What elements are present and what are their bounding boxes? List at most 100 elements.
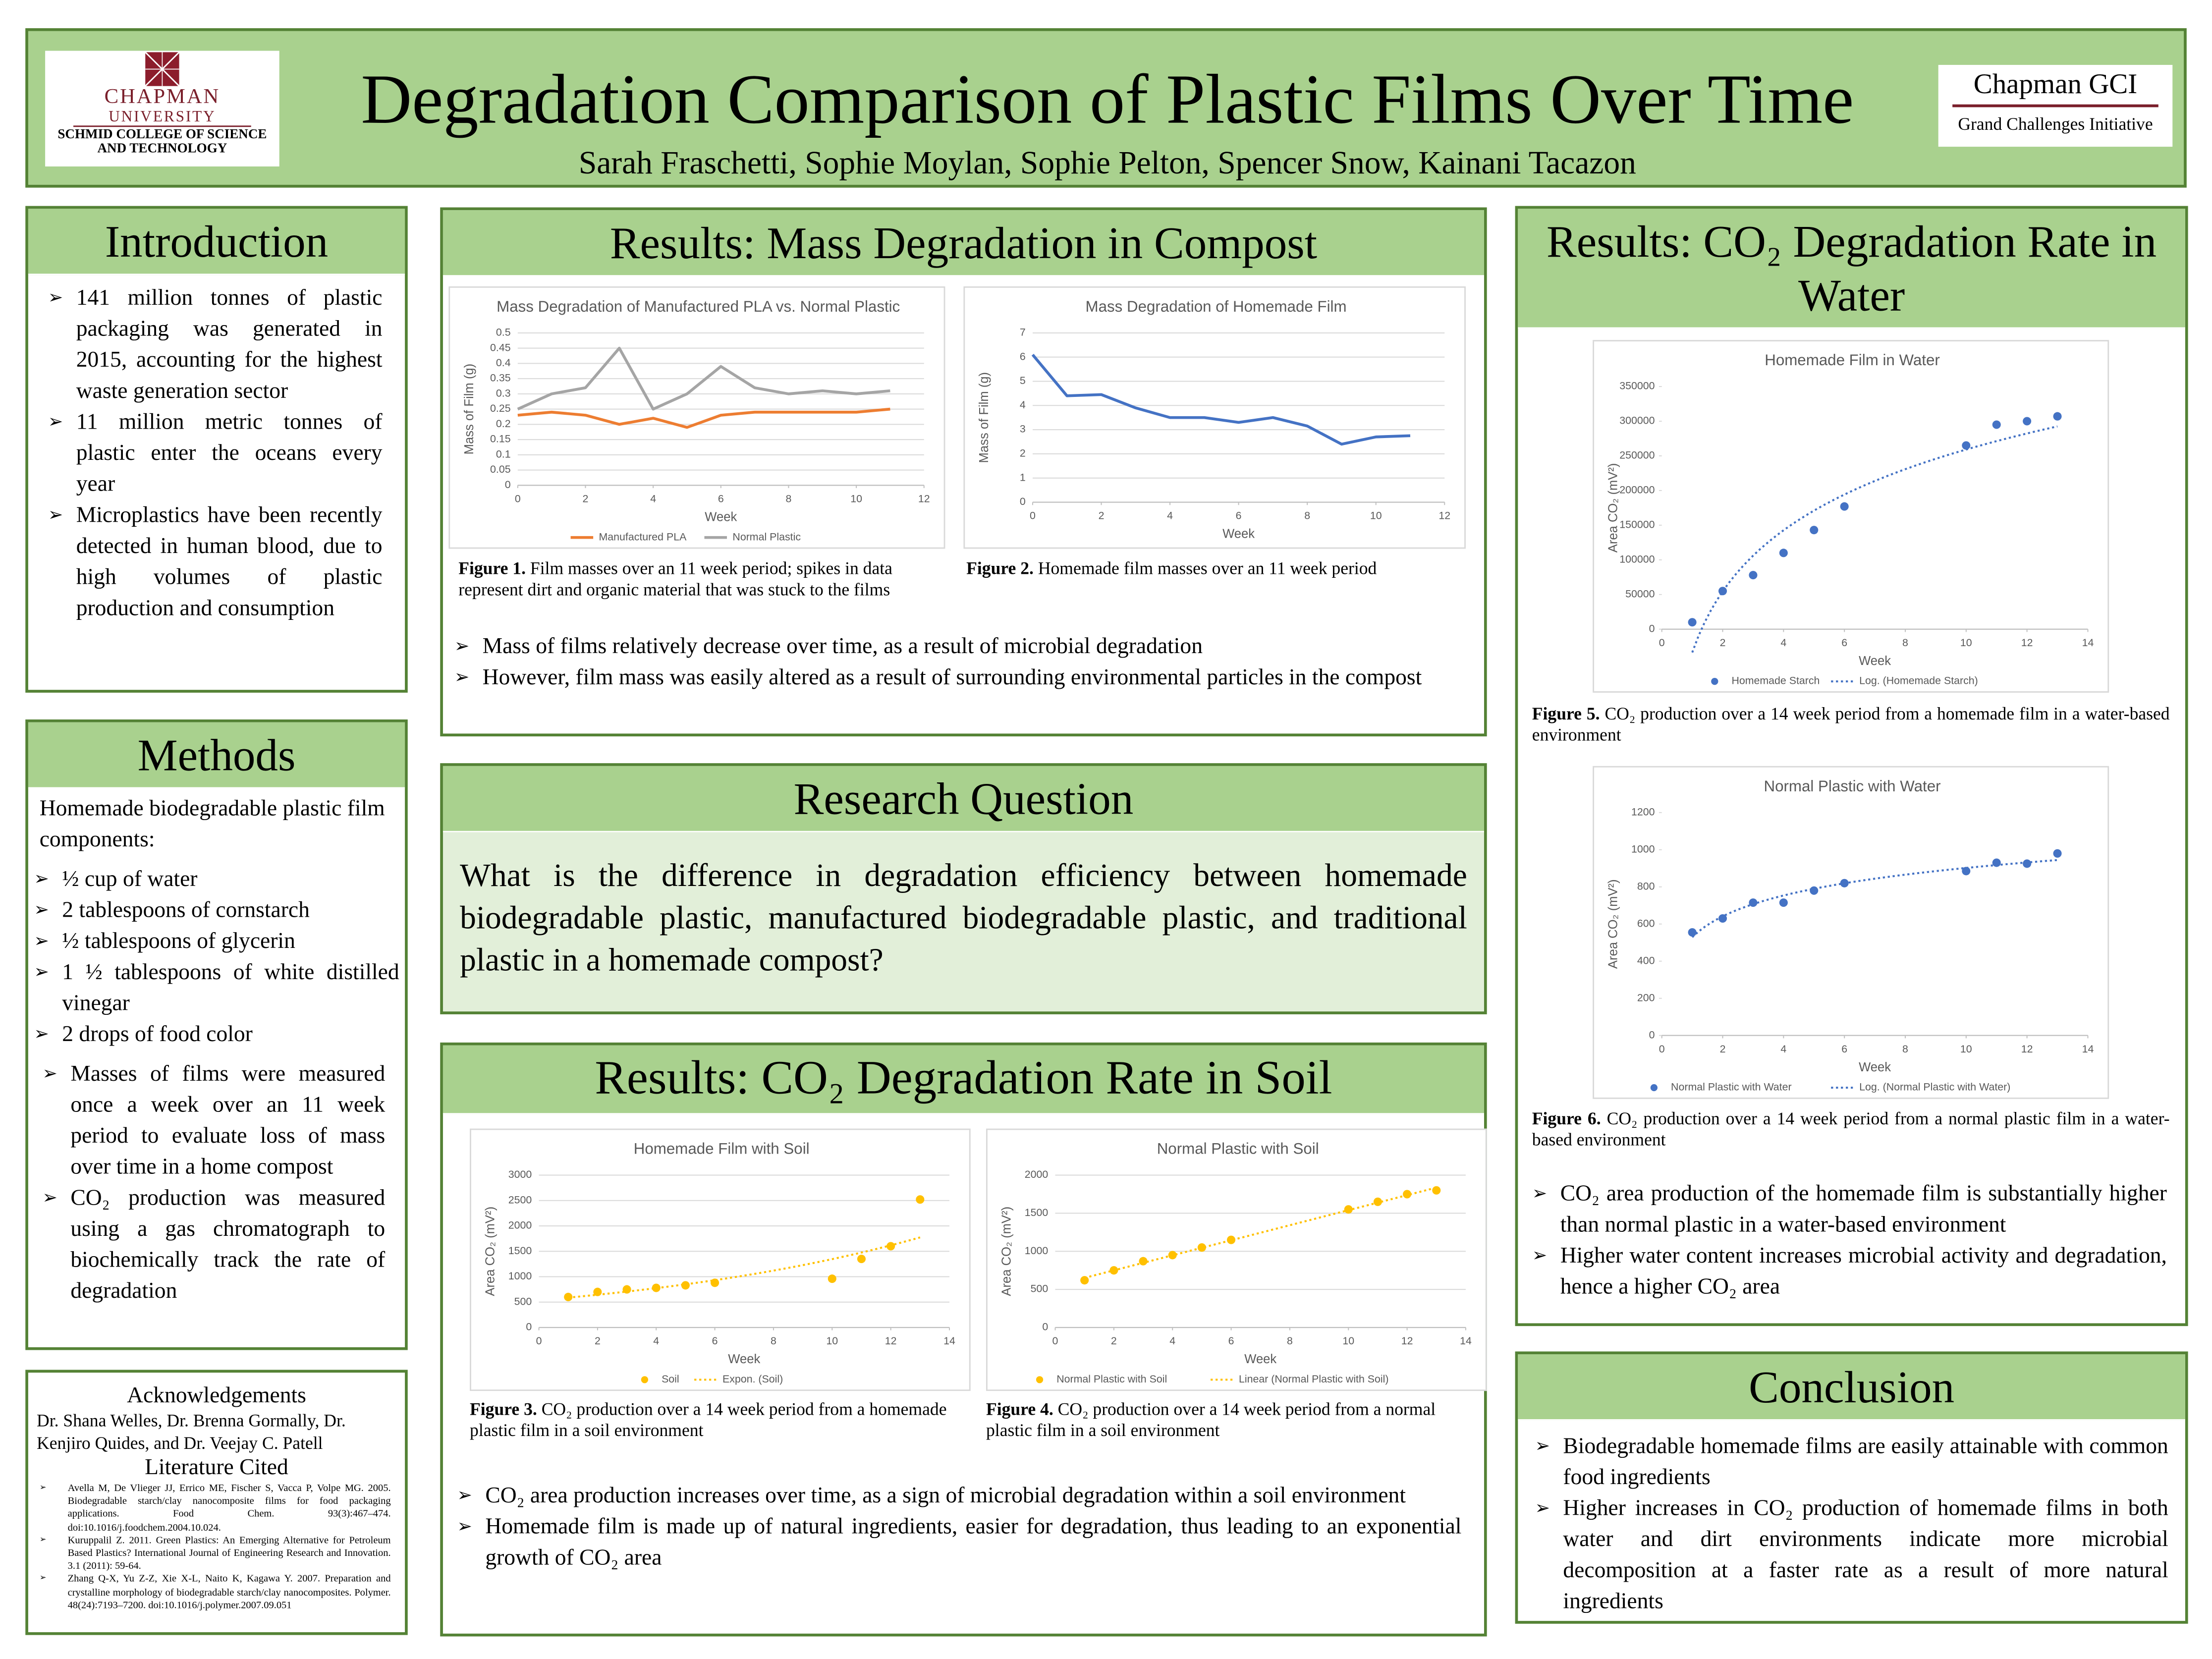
lit-title: Literature Cited xyxy=(145,1456,288,1480)
section-title: Research Question xyxy=(442,766,1484,832)
y-tick-label: 1500 xyxy=(1025,1207,1049,1218)
x-tick-label: 2 xyxy=(595,1335,601,1347)
point xyxy=(681,1281,690,1290)
bullet: 141 million tonnes of plastic packaging … xyxy=(45,283,383,408)
point xyxy=(1718,587,1727,596)
x-tick-label: 12 xyxy=(918,493,930,504)
trendline xyxy=(1691,425,2058,653)
line xyxy=(1031,353,1411,446)
chart: Mass Degradation of Manufactured PLA vs.… xyxy=(448,286,945,549)
caption-label: Figure 2. xyxy=(966,558,1034,579)
x-tick-label: 0 xyxy=(515,493,521,504)
ack-title: Acknowledgements xyxy=(127,1383,306,1408)
x-tick-label: 8 xyxy=(786,493,792,504)
caption-label: Figure 3. xyxy=(470,1399,537,1420)
y-tick-label: 2000 xyxy=(508,1219,532,1231)
x-tick-label: 2 xyxy=(1720,637,1726,649)
bullet: 1 ½ tablespoons of white distilled vineg… xyxy=(31,958,399,1020)
point xyxy=(1432,1186,1441,1195)
logo-mark xyxy=(145,52,180,87)
bullet: 2 tablespoons of cornstarch xyxy=(31,896,399,927)
x-tick-label: 8 xyxy=(1902,1043,1908,1055)
y-tick-label: 1 xyxy=(1020,471,1026,483)
x-tick-label: 6 xyxy=(1228,1335,1234,1347)
y-tick-label: 800 xyxy=(1637,880,1655,892)
x-tick-label: 10 xyxy=(1960,637,1972,649)
bullet: CO₂ area production of the homemade film… xyxy=(1529,1179,2167,1241)
y-tick-label: 0.05 xyxy=(490,463,511,475)
caption-label: Figure 5. xyxy=(1532,704,1600,724)
legend-label: Normal Plastic with Soil xyxy=(1056,1373,1167,1385)
y-axis-label: Mass of Film (g) xyxy=(462,364,476,455)
chart-title: Normal Plastic with Water xyxy=(1764,777,1940,795)
point xyxy=(1688,928,1697,937)
y-tick-label: 4 xyxy=(1020,399,1026,411)
y-axis-label: Area CO₂ (mV²) xyxy=(1606,879,1620,969)
logo-college: SCHMID COLLEGE OF SCIENCE AND TECHNOLOGY xyxy=(57,128,267,157)
x-tick-label: 10 xyxy=(1370,510,1382,522)
point xyxy=(593,1287,602,1296)
legend-marker xyxy=(641,1376,649,1383)
logo-gci-sub: Grand Challenges Initiative xyxy=(1958,114,2153,134)
y-tick-label: 0 xyxy=(1649,622,1655,634)
x-tick-label: 4 xyxy=(1780,1043,1786,1055)
x-axis-label: Week xyxy=(728,1352,760,1366)
trendline xyxy=(1691,859,2058,938)
y-tick-label: 0 xyxy=(1042,1321,1048,1333)
x-tick-label: 4 xyxy=(650,493,656,504)
x-tick-label: 6 xyxy=(1841,637,1847,649)
methods: Methods Homemade biodegradable plastic f… xyxy=(25,719,408,1350)
legend-label: Log. (Normal Plastic with Water) xyxy=(1859,1081,2010,1093)
x-tick-label: 6 xyxy=(718,493,724,504)
caption-text: CO₂ production over a 14 week period fro… xyxy=(1532,704,2170,745)
bullet: Microplastics have been recently detecte… xyxy=(45,501,383,625)
logo-name: CHAPMAN xyxy=(104,86,221,109)
point xyxy=(1168,1251,1177,1260)
legend-label: Soil xyxy=(662,1373,679,1385)
point xyxy=(1403,1190,1412,1199)
x-tick-label: 10 xyxy=(850,493,862,504)
caption-label: Figure 1. xyxy=(458,558,526,579)
header xyxy=(25,28,2187,188)
point xyxy=(1718,914,1727,923)
point xyxy=(1749,898,1758,907)
bullet: Higher increases in CO₂ production of ho… xyxy=(1532,1494,2168,1618)
caption-text: Film masses over an 11 week period; spik… xyxy=(458,558,892,600)
x-tick-label: 14 xyxy=(1460,1335,1472,1347)
point xyxy=(1197,1243,1206,1252)
bullet: Biodegradable homemade films are easily … xyxy=(1532,1432,2168,1494)
caption-text: Homemade film masses over an 11 week per… xyxy=(1038,558,1377,579)
y-tick-label: 0.3 xyxy=(496,387,511,399)
y-tick-label: 0.4 xyxy=(496,357,511,369)
legend-marker xyxy=(1650,1084,1658,1092)
x-tick-label: 8 xyxy=(1287,1335,1293,1347)
line xyxy=(517,407,890,429)
x-tick-label: 12 xyxy=(2021,1043,2033,1055)
methods-intro: Homemade biodegradable plastic film comp… xyxy=(39,797,385,852)
y-tick-label: 2 xyxy=(1020,447,1026,459)
x-axis-label: Week xyxy=(1859,1060,1891,1074)
x-tick-label: 0 xyxy=(1659,637,1665,649)
y-tick-label: 0.35 xyxy=(490,372,511,384)
point xyxy=(2053,849,2062,858)
caption: Figure 2. Homemade film masses over an 1… xyxy=(966,558,1467,580)
point xyxy=(1344,1205,1353,1214)
y-tick-label: 0 xyxy=(1649,1029,1655,1041)
x-tick-label: 12 xyxy=(2021,637,2033,649)
bullet: CO₂ area production increases over time,… xyxy=(454,1481,1462,1512)
trendline xyxy=(1084,1186,1437,1279)
section-title: Introduction xyxy=(28,209,405,276)
trendline xyxy=(568,1236,921,1299)
y-tick-label: 600 xyxy=(1637,917,1655,929)
point xyxy=(828,1274,836,1283)
y-tick-label: 1200 xyxy=(1631,806,1655,818)
point xyxy=(564,1292,573,1302)
x-tick-label: 12 xyxy=(1401,1335,1413,1347)
caption-label: Figure 4. xyxy=(986,1399,1053,1420)
y-tick-label: 0.15 xyxy=(490,433,511,445)
y-tick-label: 1000 xyxy=(508,1270,532,1282)
x-tick-label: 4 xyxy=(1169,1335,1175,1347)
section-title: Results: Mass Degradation in Compost xyxy=(442,210,1484,277)
bullet: Kuruppalil Z. 2011. Green Plastics: An E… xyxy=(37,1535,391,1574)
bullet: Avella M, De Vlieger JJ, Errico ME, Fisc… xyxy=(37,1483,391,1535)
